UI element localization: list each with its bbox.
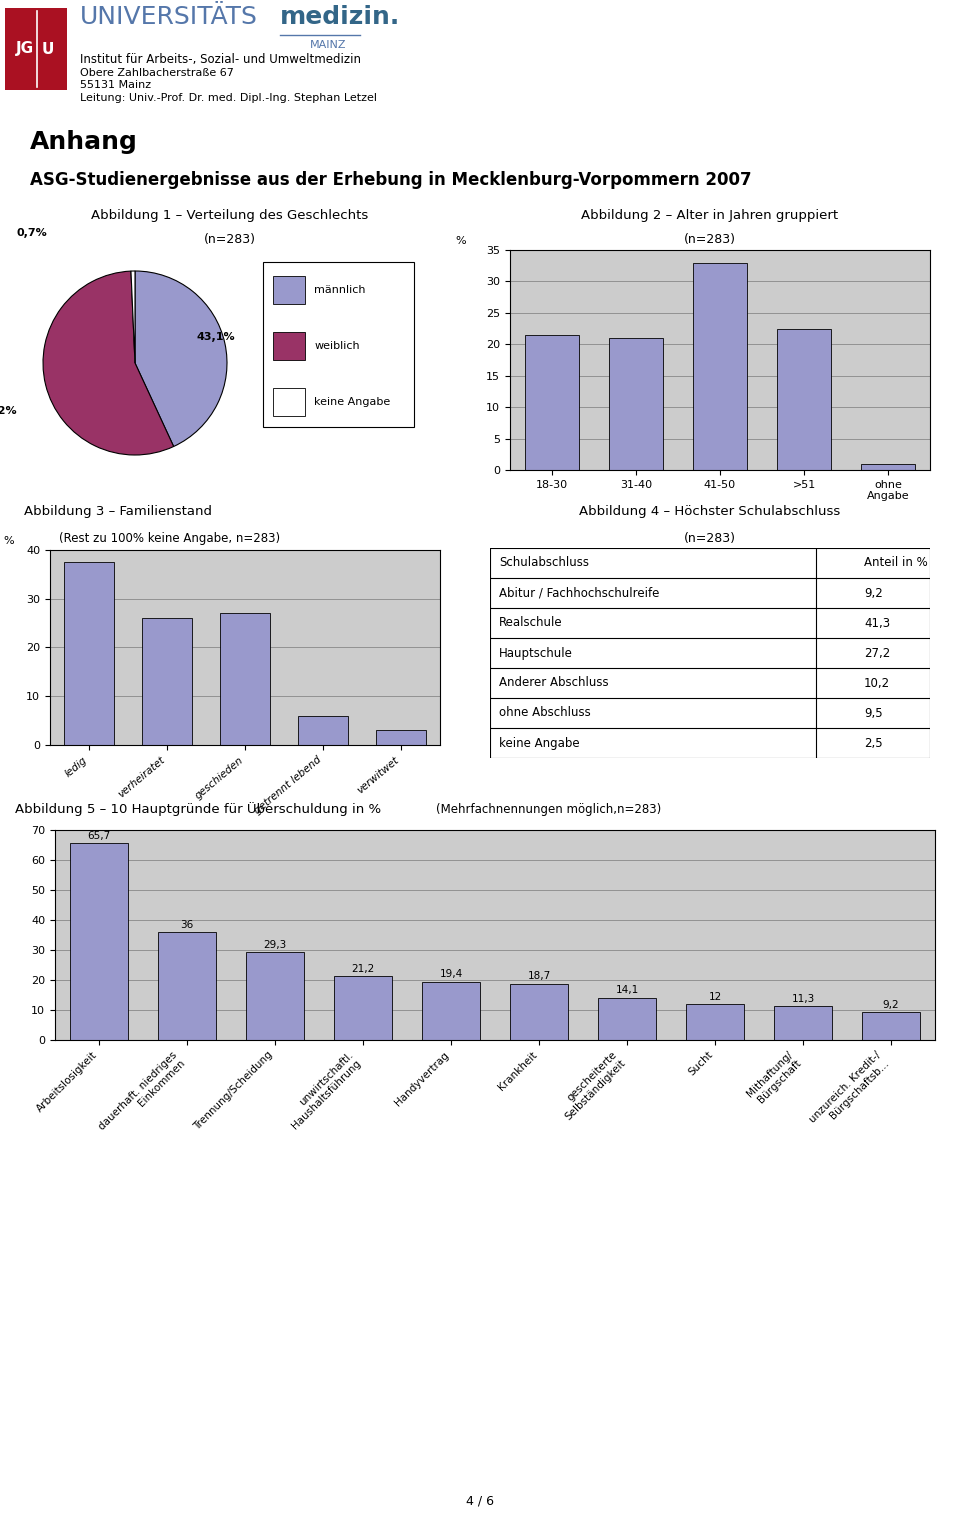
Bar bbox=[775, 1006, 831, 1039]
Bar bbox=[273, 276, 305, 305]
Wedge shape bbox=[135, 271, 227, 447]
Text: 14,1: 14,1 bbox=[615, 985, 638, 995]
Text: (n=283): (n=283) bbox=[204, 232, 256, 245]
Text: Obere Zahlbacherstraße 67: Obere Zahlbacherstraße 67 bbox=[80, 68, 234, 77]
Text: 36: 36 bbox=[180, 920, 194, 930]
Text: (n=283): (n=283) bbox=[684, 232, 736, 245]
Text: Abbildung 2 – Alter in Jahren gruppiert: Abbildung 2 – Alter in Jahren gruppiert bbox=[582, 209, 839, 221]
Text: Anteil in %: Anteil in % bbox=[864, 556, 927, 570]
Text: 2,5: 2,5 bbox=[864, 736, 882, 750]
Text: 55131 Mainz: 55131 Mainz bbox=[80, 80, 151, 89]
Bar bbox=[220, 614, 271, 745]
Text: Abbildung 5 – 10 Hauptgründe für Überschuldung in %: Abbildung 5 – 10 Hauptgründe für Übersch… bbox=[15, 801, 385, 817]
Text: männlich: männlich bbox=[314, 285, 366, 295]
Bar bbox=[598, 998, 656, 1039]
Text: (Mehrfachnennungen möglich,n=283): (Mehrfachnennungen möglich,n=283) bbox=[436, 803, 661, 815]
Bar bbox=[693, 262, 747, 470]
Text: ohne Abschluss: ohne Abschluss bbox=[499, 706, 590, 720]
Text: %: % bbox=[3, 536, 13, 545]
Text: 12: 12 bbox=[708, 992, 722, 1001]
FancyBboxPatch shape bbox=[263, 262, 414, 427]
Bar bbox=[247, 951, 303, 1039]
Text: keine Angabe: keine Angabe bbox=[314, 397, 391, 408]
Text: Abbildung 4 – Höchster Schulabschluss: Abbildung 4 – Höchster Schulabschluss bbox=[580, 504, 841, 518]
Text: 56,2%: 56,2% bbox=[0, 406, 16, 415]
Text: Schulabschluss: Schulabschluss bbox=[499, 556, 588, 570]
Bar bbox=[273, 388, 305, 417]
Text: (Rest zu 100% keine Angabe, n=283): (Rest zu 100% keine Angabe, n=283) bbox=[59, 532, 280, 545]
Text: 19,4: 19,4 bbox=[440, 970, 463, 979]
Text: 9,2: 9,2 bbox=[882, 1000, 900, 1011]
Text: (n=283): (n=283) bbox=[684, 532, 736, 545]
Text: keine Angabe: keine Angabe bbox=[499, 736, 580, 750]
Text: weiblich: weiblich bbox=[314, 341, 360, 351]
Bar bbox=[511, 983, 567, 1039]
Bar bbox=[70, 842, 128, 1039]
Bar bbox=[777, 329, 831, 470]
Text: 65,7: 65,7 bbox=[87, 830, 110, 841]
Text: 10,2: 10,2 bbox=[864, 677, 890, 689]
Bar bbox=[686, 1004, 744, 1039]
Bar bbox=[142, 618, 192, 745]
Text: Hauptschule: Hauptschule bbox=[499, 647, 573, 659]
Text: Leitung: Univ.-Prof. Dr. med. Dipl.-Ing. Stephan Letzel: Leitung: Univ.-Prof. Dr. med. Dipl.-Ing.… bbox=[80, 92, 377, 103]
Bar bbox=[298, 715, 348, 745]
Bar bbox=[334, 976, 392, 1039]
Text: 27,2: 27,2 bbox=[864, 647, 890, 659]
Bar bbox=[158, 932, 216, 1039]
Text: MAINZ: MAINZ bbox=[310, 39, 347, 50]
Text: 21,2: 21,2 bbox=[351, 964, 374, 974]
Text: 11,3: 11,3 bbox=[791, 994, 815, 1004]
Text: Anderer Abschluss: Anderer Abschluss bbox=[499, 677, 609, 689]
Bar bbox=[861, 464, 915, 470]
Text: 29,3: 29,3 bbox=[263, 939, 287, 950]
Text: UNIVERSITÄTS: UNIVERSITÄTS bbox=[80, 5, 258, 29]
Text: 0,7%: 0,7% bbox=[16, 229, 47, 238]
Bar bbox=[375, 730, 426, 745]
FancyBboxPatch shape bbox=[5, 8, 67, 89]
Bar bbox=[862, 1012, 920, 1039]
Text: 9,5: 9,5 bbox=[864, 706, 882, 720]
Text: JG: JG bbox=[16, 41, 35, 56]
Text: 43,1%: 43,1% bbox=[196, 332, 235, 342]
Text: 18,7: 18,7 bbox=[527, 971, 551, 982]
Bar bbox=[422, 982, 480, 1039]
Text: ASG-Studienergebnisse aus der Erhebung in Mecklenburg-Vorpommern 2007: ASG-Studienergebnisse aus der Erhebung i… bbox=[30, 171, 752, 189]
Text: Abitur / Fachhochschulreife: Abitur / Fachhochschulreife bbox=[499, 586, 660, 600]
Wedge shape bbox=[131, 271, 135, 364]
Text: U: U bbox=[42, 41, 55, 56]
Bar bbox=[525, 335, 579, 470]
Bar bbox=[609, 338, 663, 470]
Text: 41,3: 41,3 bbox=[864, 617, 890, 630]
Text: 9,2: 9,2 bbox=[864, 586, 883, 600]
Text: 4 / 6: 4 / 6 bbox=[466, 1494, 494, 1507]
Bar bbox=[63, 562, 114, 745]
Text: Abbildung 1 – Verteilung des Geschlechts: Abbildung 1 – Verteilung des Geschlechts bbox=[91, 209, 369, 221]
Text: Realschule: Realschule bbox=[499, 617, 563, 630]
Text: %: % bbox=[455, 236, 466, 245]
Text: Abbildung 3 – Familienstand: Abbildung 3 – Familienstand bbox=[24, 504, 212, 518]
Wedge shape bbox=[43, 271, 174, 454]
Text: Institut für Arbeits-, Sozial- und Umweltmedizin: Institut für Arbeits-, Sozial- und Umwel… bbox=[80, 53, 361, 67]
Bar bbox=[273, 332, 305, 361]
Text: Anhang: Anhang bbox=[30, 130, 138, 155]
Text: medizin.: medizin. bbox=[280, 5, 400, 29]
